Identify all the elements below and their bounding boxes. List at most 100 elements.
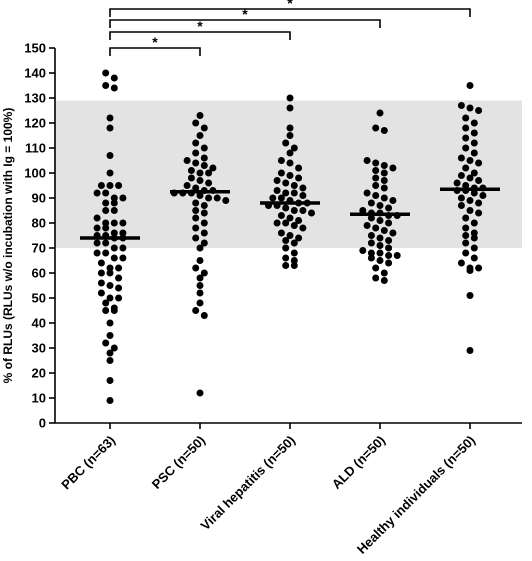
data-point [110, 229, 118, 237]
data-point [363, 222, 371, 229]
y-tick-label: 70 [32, 241, 46, 256]
data-point [110, 344, 118, 352]
data-point [200, 239, 208, 247]
data-point [110, 74, 118, 82]
data-point [273, 187, 281, 194]
y-tick-label: 150 [24, 41, 46, 56]
data-point [290, 257, 298, 264]
data-point [106, 182, 114, 189]
data-point [466, 82, 474, 89]
data-point [277, 229, 285, 237]
data-point [290, 262, 298, 269]
data-point [200, 219, 208, 227]
y-tick-label: 50 [32, 291, 46, 306]
data-point [286, 232, 294, 239]
data-point [106, 377, 114, 384]
x-tick-label: Viral hepatitis (n=50) [198, 433, 299, 534]
data-point [205, 169, 213, 177]
data-point [110, 207, 118, 214]
data-point [470, 129, 478, 137]
data-point [97, 279, 105, 287]
data-point [102, 219, 110, 227]
significance-marker: * [152, 34, 158, 50]
data-point [282, 237, 290, 244]
significance-bracket [109, 47, 201, 56]
data-point [192, 199, 200, 207]
data-point [389, 229, 397, 237]
data-point [372, 264, 380, 272]
data-point [192, 234, 200, 242]
data-point [119, 244, 127, 252]
data-point [462, 124, 470, 132]
data-point [367, 254, 375, 262]
data-point [457, 172, 465, 179]
data-point [200, 162, 208, 169]
data-point [106, 397, 114, 404]
data-point [93, 224, 101, 232]
y-tick-label: 10 [32, 391, 46, 406]
data-point [119, 219, 127, 227]
data-point [102, 249, 110, 257]
data-point [470, 189, 478, 197]
data-point [359, 247, 367, 254]
data-point [277, 169, 285, 177]
data-point [277, 157, 285, 164]
data-point [282, 204, 290, 212]
data-point [290, 239, 298, 247]
data-point [192, 224, 200, 232]
data-point [385, 204, 393, 212]
data-point [376, 257, 384, 264]
data-point [470, 219, 478, 227]
data-point [363, 157, 371, 164]
data-point [466, 292, 474, 299]
data-point [196, 299, 204, 307]
data-point [97, 269, 105, 277]
data-point [282, 179, 290, 187]
data-point [286, 124, 294, 132]
data-point [200, 209, 208, 217]
data-point [372, 174, 380, 182]
data-point [385, 244, 393, 252]
significance-marker: * [242, 6, 248, 22]
data-point [466, 267, 474, 274]
data-point [376, 202, 384, 209]
data-point [205, 179, 213, 187]
data-point [372, 224, 380, 232]
data-point [273, 219, 281, 227]
y-tick-label: 130 [24, 91, 46, 106]
data-point [457, 154, 465, 162]
data-point [282, 139, 290, 147]
y-tick-label: 100 [24, 166, 46, 181]
median-lines [80, 187, 500, 240]
data-point [106, 264, 114, 272]
data-point [102, 199, 110, 207]
x-tick-label: PSC (n=50) [149, 433, 208, 492]
data-point [110, 84, 118, 92]
data-point [462, 182, 470, 189]
data-point [286, 159, 294, 167]
data-point [213, 194, 221, 202]
y-tick-label: 40 [32, 316, 46, 331]
data-point [290, 207, 298, 214]
data-point [462, 224, 470, 232]
data-point [106, 114, 114, 122]
y-tick-label: 0 [39, 416, 46, 431]
data-point [273, 177, 281, 184]
data-point [475, 264, 483, 272]
data-point [475, 107, 483, 114]
data-point [106, 124, 114, 132]
data-point [380, 177, 388, 184]
data-point [475, 177, 483, 184]
data-point [457, 194, 465, 202]
data-point [286, 104, 294, 112]
data-point [282, 262, 290, 269]
data-point [196, 112, 204, 119]
data-point [205, 194, 213, 202]
data-point [192, 159, 200, 167]
x-axis: PBC (n=63) PSC (n=50)Viral hepatitis (n=5… [55, 422, 522, 557]
x-tick-label: PBC (n=63) [58, 433, 118, 493]
data-point [372, 159, 380, 167]
data-point [295, 164, 303, 172]
data-point [295, 174, 303, 182]
data-point [192, 149, 200, 157]
